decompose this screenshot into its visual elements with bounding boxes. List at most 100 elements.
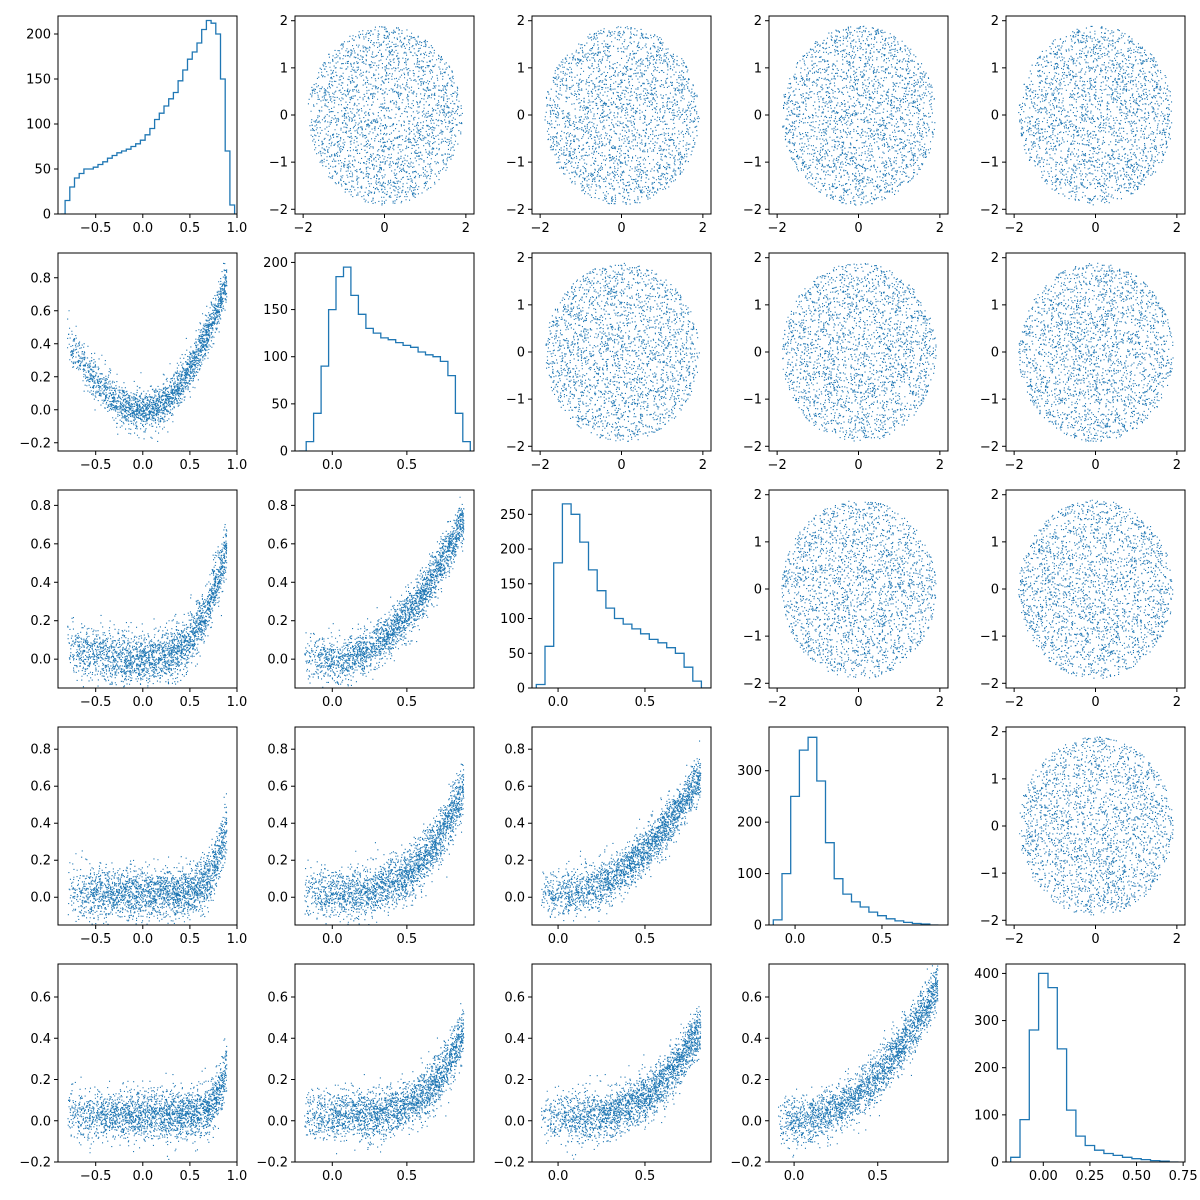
y-tick-label: 0.0 xyxy=(30,653,51,668)
x-tick-label: −2 xyxy=(294,221,313,236)
y-tick-label: 0.0 xyxy=(267,1114,288,1129)
panel-r0-c2: −2 0 2 −2 −1 0 1 2 xyxy=(506,14,712,236)
x-tick-label: 0.0 xyxy=(132,458,153,473)
panel-r1-c2: −2 0 2 −2 −1 0 1 2 xyxy=(506,251,712,473)
y-tick-label: 0 xyxy=(991,346,999,361)
scatter-points xyxy=(1018,499,1174,679)
y-tick-label: 0 xyxy=(754,109,762,124)
scatter-points xyxy=(544,26,700,205)
panel-r2-c1: 0.0 0.5 0.0 0.2 0.4 0.6 0.8 xyxy=(267,489,475,710)
x-tick-label: 0.5 xyxy=(397,458,418,473)
x-tick-label: 1.0 xyxy=(227,221,248,236)
x-tick-label: 2 xyxy=(936,458,944,473)
y-tick-label: 0.0 xyxy=(504,891,525,906)
panel-r4-c2: 0.0 0.5 −0.2 0.0 0.2 0.4 0.6 xyxy=(493,963,712,1184)
x-tick-label: 0 xyxy=(1091,932,1099,947)
y-tick-label: −0.2 xyxy=(493,1156,525,1171)
x-tick-label: 2 xyxy=(462,221,470,236)
x-tick-label: 2 xyxy=(936,695,944,710)
x-tick-label: 0.0 xyxy=(322,1169,343,1184)
plot-area xyxy=(545,262,700,442)
y-tick-label: 0.6 xyxy=(504,991,525,1006)
y-tick-label: 50 xyxy=(34,163,51,178)
x-tick-label: 0.5 xyxy=(635,932,656,947)
x-tick-label: 2 xyxy=(1173,221,1181,236)
x-tick-label: −0.5 xyxy=(80,1169,112,1184)
y-tick-label: 0.2 xyxy=(30,1073,51,1088)
plot-area xyxy=(67,793,228,925)
scatter-points xyxy=(781,500,937,679)
axes-frame xyxy=(294,726,475,926)
plot-area xyxy=(772,736,939,925)
y-tick-label: −1 xyxy=(269,156,288,171)
y-tick-label: 200 xyxy=(26,28,51,43)
y-tick-label: 1 xyxy=(991,772,999,787)
y-tick-label: 1 xyxy=(991,298,999,313)
y-tick-label: 1 xyxy=(517,298,525,313)
y-tick-label: 0.6 xyxy=(267,991,288,1006)
x-tick-label: −2 xyxy=(531,458,550,473)
x-tick-label: 0.0 xyxy=(322,932,343,947)
y-tick-label: −0.2 xyxy=(19,1156,51,1171)
panel-r1-c1: 0.0 0.5 0 50 100 150 200 xyxy=(263,252,475,473)
y-tick-label: −0.2 xyxy=(19,436,51,451)
y-tick-label: −2 xyxy=(506,440,525,455)
axes-frame xyxy=(1005,963,1186,1163)
x-tick-label: −2 xyxy=(1005,221,1024,236)
y-tick-label: 1 xyxy=(280,61,288,76)
y-tick-label: 0.2 xyxy=(267,614,288,629)
y-tick-label: 0.4 xyxy=(30,1032,51,1047)
scatter-points xyxy=(304,496,465,688)
plot-area xyxy=(67,524,228,688)
x-tick-label: 0.5 xyxy=(397,695,418,710)
x-tick-label: −0.5 xyxy=(80,932,112,947)
y-tick-label: −2 xyxy=(269,203,288,218)
y-tick-label: 0.8 xyxy=(30,743,51,758)
plot-area xyxy=(307,26,463,206)
axes-frame xyxy=(531,963,712,1163)
x-tick-label: 0.0 xyxy=(784,1169,805,1184)
y-tick-label: 2 xyxy=(991,725,999,740)
y-tick-label: 0.0 xyxy=(267,653,288,668)
y-tick-label: 0.2 xyxy=(504,854,525,869)
x-tick-label: −2 xyxy=(768,458,787,473)
plot-area xyxy=(1010,972,1179,1162)
y-tick-label: 100 xyxy=(974,1108,999,1123)
x-tick-label: −2 xyxy=(768,221,787,236)
x-tick-label: 2 xyxy=(1173,458,1181,473)
x-tick-label: 0.50 xyxy=(1122,1169,1151,1184)
y-tick-label: 0 xyxy=(754,583,762,598)
scatter-points xyxy=(67,793,228,925)
x-tick-label: 0.0 xyxy=(322,458,343,473)
y-tick-label: −2 xyxy=(980,203,999,218)
y-tick-label: 0 xyxy=(280,109,288,124)
x-tick-label: −2 xyxy=(531,221,550,236)
y-tick-label: 0.0 xyxy=(30,891,51,906)
plot-area xyxy=(67,262,228,442)
y-tick-label: 0 xyxy=(991,820,999,835)
y-tick-label: −1 xyxy=(506,393,525,408)
plot-area xyxy=(544,26,700,205)
y-tick-label: 2 xyxy=(991,488,999,503)
x-tick-label: 0 xyxy=(1091,458,1099,473)
y-tick-label: 0.2 xyxy=(741,1073,762,1088)
y-tick-label: 150 xyxy=(26,73,51,88)
y-tick-label: 0 xyxy=(991,109,999,124)
panel-r1-c0: −0.5 0.0 0.5 1.0 −0.2 0.0 0.2 0.4 0.6 0.8 xyxy=(19,252,247,473)
axes-frame xyxy=(57,252,238,452)
plot-area xyxy=(67,1038,228,1160)
plot-area xyxy=(1019,736,1174,916)
y-tick-label: 0.0 xyxy=(30,403,51,418)
y-tick-label: 0.2 xyxy=(267,854,288,869)
x-tick-label: 0.5 xyxy=(872,932,893,947)
x-tick-label: 0.0 xyxy=(132,932,153,947)
y-tick-label: 0.4 xyxy=(741,1032,762,1047)
panel-r3-c3: 0.0 0.5 0 100 200 300 xyxy=(737,726,949,947)
y-tick-label: −2 xyxy=(743,203,762,218)
y-tick-label: 2 xyxy=(517,14,525,29)
y-tick-label: 2 xyxy=(517,251,525,266)
y-tick-label: 2 xyxy=(754,251,762,266)
y-tick-label: 0.0 xyxy=(30,1114,51,1129)
y-tick-label: 200 xyxy=(263,256,288,271)
x-tick-label: 0.5 xyxy=(635,695,656,710)
